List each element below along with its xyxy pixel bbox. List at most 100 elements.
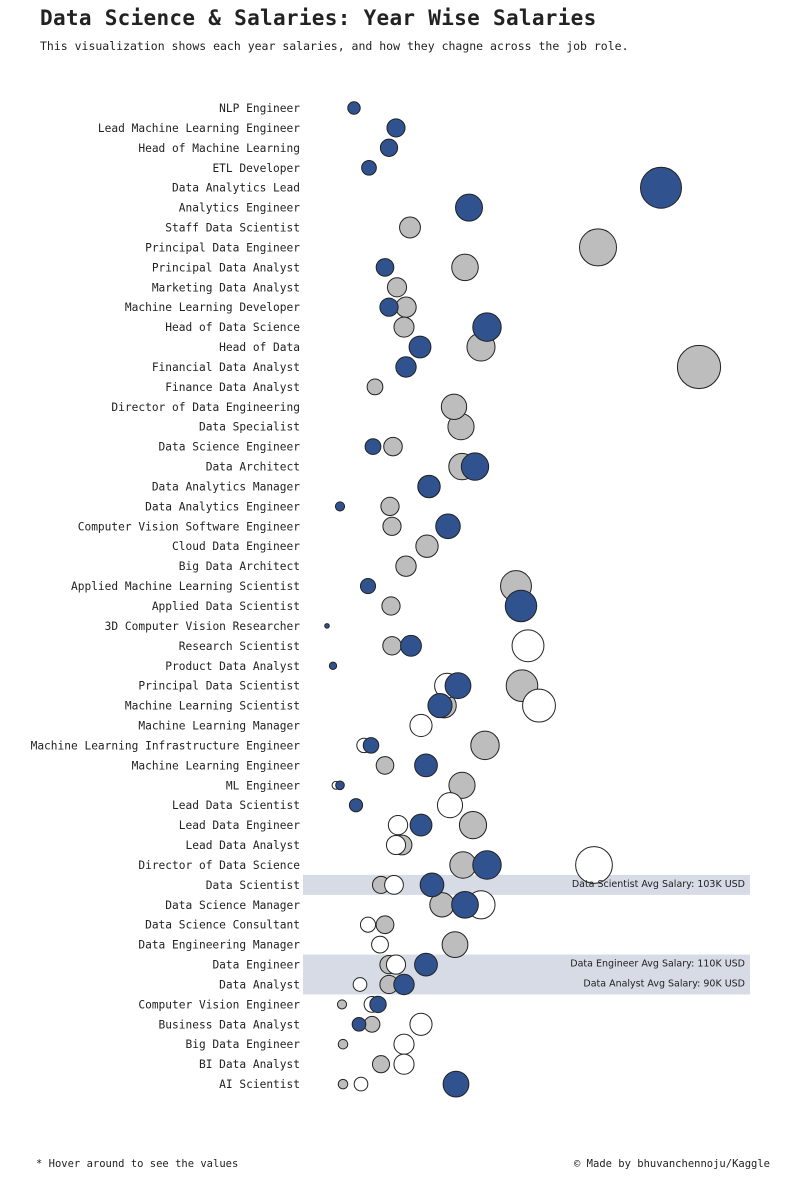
job-role-label: Data Analytics Manager (152, 480, 300, 493)
average-salary-annotation: Data Engineer Avg Salary: 110K USD (570, 959, 745, 970)
job-role-label: Big Data Engineer (185, 1038, 300, 1051)
salary-bubble-2022[interactable]: Lead Data Engineer (2022) (409, 813, 433, 837)
salary-bubble-2022[interactable]: NLP Engineer (2022) (347, 101, 361, 115)
salary-bubble-2022[interactable]: Computer Vision Engineer (2022) (369, 995, 387, 1014)
salary-bubble-2022[interactable]: Data Analyst (2022) (393, 973, 415, 996)
salary-bubble-2021[interactable]: AI Scientist (2021) (337, 1078, 349, 1090)
salary-bubble-2021[interactable]: ML Engineer (2021) (448, 771, 476, 799)
salary-bubble-2021[interactable]: Marketing Data Analyst (2021) (386, 277, 408, 298)
salary-bubble-2021[interactable]: Finance Data Analyst (2021) (366, 378, 384, 396)
salary-bubble-2022[interactable]: Machine Learning Scientist (2022) (427, 693, 453, 719)
salary-bubble-2020[interactable]: Director of Data Science (2020) (575, 846, 613, 884)
salary-bubble-2022[interactable]: Product Data Analyst (2022) (328, 661, 338, 670)
salary-bubble-2022[interactable]: Computer Vision Software Engineer (2022) (435, 513, 461, 540)
salary-bubble-2020[interactable]: Data Engineer (2020) (385, 954, 407, 975)
salary-bubble-2021[interactable]: Big Data Architect (2021) (395, 555, 417, 577)
salary-bubble-2020[interactable]: Lead Data Scientist (2020) (436, 792, 464, 819)
job-role-label: Machine Learning Scientist (125, 700, 300, 713)
salary-bubble-2022[interactable]: Applied Data Scientist (2022) (504, 589, 538, 623)
job-role-label: AI Scientist (219, 1078, 300, 1091)
salary-bubble-2020[interactable]: Data Analyst (2020) (352, 977, 368, 992)
salary-bubble-2020[interactable]: Machine Learning Manager (2020) (409, 713, 433, 738)
salary-bubble-2022[interactable]: Applied Machine Learning Scientist (2022… (359, 578, 377, 595)
salary-bubble-2022[interactable]: Data Architect (2022) (460, 452, 490, 481)
salary-bubble-2022[interactable]: 3D Computer Vision Researcher (2022) (324, 623, 330, 629)
credit-text: © Made by bhuvanchennoju/Kaggle (574, 1158, 770, 1170)
salary-bubble-2022[interactable]: Financial Data Analyst (2022) (395, 356, 417, 378)
salary-bubble-2021[interactable]: Director of Data Science (2021) (449, 851, 477, 879)
job-role-label: Machine Learning Developer (125, 301, 300, 314)
salary-bubble-2021[interactable]: Head of Data Science (2021) (393, 316, 415, 338)
salary-bubble-2022[interactable]: Data Engineer (2022) (414, 952, 438, 977)
salary-bubble-2022[interactable]: Lead Data Scientist (2022) (348, 798, 364, 813)
salary-bubble-2021[interactable]: Data Analytics Engineer (2021) (380, 496, 400, 517)
salary-bubble-2021[interactable]: Business Data Analyst (2021) (363, 1015, 381, 1033)
salary-bubble-2021[interactable]: Staff Data Scientist (2021) (399, 216, 421, 239)
salary-bubble-2021[interactable]: Principal Data Analyst (2021) (451, 253, 479, 282)
salary-bubble-2021[interactable]: Machine Learning Developer (2021) (395, 296, 417, 318)
salary-bubble-2021[interactable]: Computer Vision Engineer (2021) (336, 999, 348, 1010)
salary-bubble-2021[interactable]: Machine Learning Engineer (2021) (375, 756, 395, 775)
salary-bubble-2021[interactable]: Director of Data Engineering (2021) (440, 393, 468, 420)
salary-bubble-2022[interactable]: Principal Data Scientist (2022) (444, 672, 472, 700)
salary-bubble-2021[interactable]: Machine Learning Infrastructure Engineer… (470, 730, 500, 761)
salary-bubble-2021[interactable]: Financial Data Analyst (2021) (676, 344, 722, 390)
salary-bubble-2022[interactable]: Head of Machine Learning (2022) (379, 138, 399, 157)
salary-bubble-2020[interactable]: Research Scientist (2020) (511, 629, 545, 663)
salary-bubble-2021[interactable]: BI Data Analyst (2021) (371, 1055, 391, 1074)
salary-bubble-2020[interactable]: Big Data Engineer (2020) (393, 1033, 415, 1055)
salary-bubble-2020[interactable]: AI Scientist (2020) (353, 1076, 369, 1092)
salary-bubble-2020[interactable]: Lead Data Analyst (2020) (385, 834, 407, 856)
job-role-label: Applied Data Scientist (152, 600, 300, 613)
hover-hint: * Hover around to see the values (36, 1158, 239, 1170)
salary-bubble-2022[interactable]: Machine Learning Infrastructure Engineer… (362, 737, 380, 754)
salary-bubble-2022[interactable]: ML Engineer (2022) (335, 780, 345, 791)
salary-bubble-2022[interactable]: Director of Data Science (2022) (472, 850, 502, 880)
job-role-label: Lead Data Engineer (179, 819, 301, 832)
salary-bubble-2020[interactable]: BI Data Analyst (2020) (393, 1053, 415, 1075)
job-role-label: ML Engineer (226, 779, 300, 792)
average-salary-annotation: Data Analyst Avg Salary: 90K USD (583, 978, 745, 989)
salary-bubble-2022[interactable]: Machine Learning Developer (2022) (379, 297, 399, 317)
job-role-label: Big Data Architect (179, 560, 300, 573)
salary-bubble-2021[interactable]: Principal Data Engineer (2021) (579, 228, 617, 267)
salary-bubble-2020[interactable]: Data Science Consultant (2020) (359, 916, 377, 933)
job-role-label: Director of Data Engineering (111, 401, 300, 414)
salary-bubble-2021[interactable]: Data Science Engineer (2021) (383, 436, 403, 457)
salary-bubble-2021[interactable]: Data Engineering Manager (2021) (441, 931, 469, 958)
salary-bubble-2022[interactable]: Data Scientist (2022) (419, 872, 445, 898)
salary-bubble-2022[interactable]: Analytics Engineer (2022) (455, 193, 483, 222)
salary-bubble-2022[interactable]: Lead Machine Learning Engineer (2022) (386, 118, 406, 138)
job-role-label: Machine Learning Manager (138, 720, 300, 733)
salary-bubble-2022[interactable]: Data Analytics Manager (2022) (417, 474, 441, 499)
salary-bubble-2020[interactable]: Data Engineering Manager (2020) (371, 935, 389, 954)
salary-bubble-2022[interactable]: Research Scientist (2022) (400, 634, 422, 657)
job-role-label: Data Specialist (199, 421, 300, 434)
salary-bubble-2022[interactable]: Data Analytics Lead (2022) (640, 166, 682, 209)
job-role-label: Machine Learning Engineer (132, 759, 301, 772)
salary-bubble-2021[interactable]: Lead Data Engineer (2021) (458, 811, 488, 840)
salary-bubble-2021[interactable]: Big Data Engineer (2021) (337, 1038, 349, 1050)
salary-bubble-2022[interactable]: Data Science Manager (2022) (451, 890, 479, 919)
job-role-label: Data Analyst (219, 978, 300, 991)
salary-bubble-2022[interactable]: Head of Data (2022) (408, 335, 432, 359)
salary-bubble-2022[interactable]: Principal Data Analyst (2022) (375, 258, 395, 277)
salary-bubble-2021[interactable]: Research Scientist (2021) (382, 636, 402, 656)
salary-bubble-2021[interactable]: Data Science Consultant (2021) (375, 915, 395, 935)
salary-bubble-2021[interactable]: Cloud Data Engineer (2021) (415, 534, 439, 558)
salary-bubble-2022[interactable]: ETL Developer (2022) (361, 159, 377, 176)
salary-bubble-2022[interactable]: Data Science Engineer (2022) (364, 438, 382, 455)
salary-bubble-2020[interactable]: Machine Learning Scientist (2020) (522, 688, 556, 723)
salary-bubble-2021[interactable]: Applied Data Scientist (2021) (381, 596, 401, 616)
salary-bubble-2022[interactable]: Head of Data Science (2022) (472, 312, 502, 342)
job-role-label: Analytics Engineer (179, 202, 301, 215)
salary-bubble-2020[interactable]: Data Scientist (2020) (384, 875, 404, 895)
salary-bubble-2020[interactable]: Business Data Analyst (2020) (409, 1012, 433, 1036)
salary-bubble-2020[interactable]: Lead Data Engineer (2020) (387, 814, 409, 836)
job-role-label: Head of Data Science (165, 321, 300, 334)
salary-bubble-2022[interactable]: AI Scientist (2022) (442, 1070, 470, 1098)
salary-bubble-2022[interactable]: Machine Learning Engineer (2022) (414, 753, 438, 778)
salary-bubble-2022[interactable]: Data Analytics Engineer (2022) (334, 501, 346, 512)
salary-bubble-2021[interactable]: Computer Vision Software Engineer (2021) (382, 516, 402, 536)
salary-bubble-2022[interactable]: Business Data Analyst (2022) (351, 1016, 367, 1032)
